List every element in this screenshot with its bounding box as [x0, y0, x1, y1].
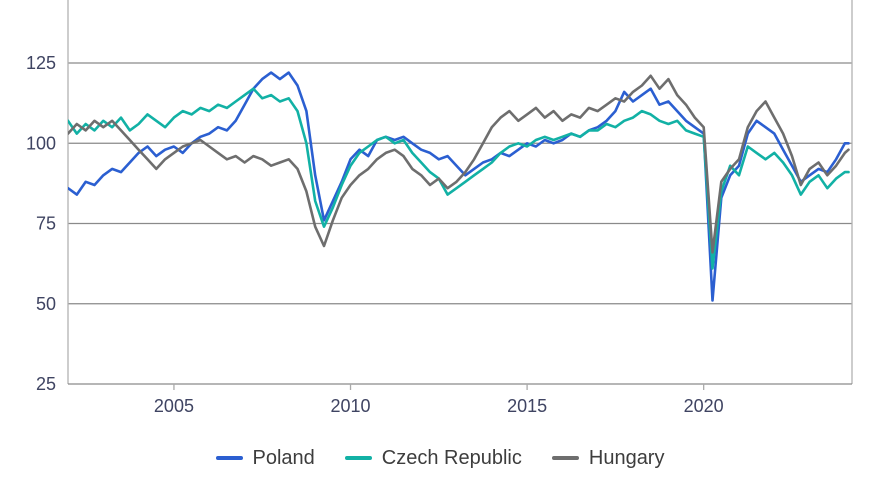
series-line-hungary	[68, 74, 850, 254]
series-lines	[68, 71, 850, 302]
legend-label-poland: Poland	[252, 447, 315, 469]
x-axis-ticks	[173, 384, 705, 390]
y-tick-label: 25	[36, 374, 56, 394]
series-line-czech-republic	[68, 87, 850, 270]
y-tick-label: 125	[26, 53, 56, 73]
legend-item-czech-republic: Czech Republic	[344, 447, 522, 469]
legend-label-czech-republic: Czech Republic	[381, 447, 522, 469]
legend-swatch-czech-republic	[344, 456, 372, 460]
x-tick-label: 2010	[330, 396, 370, 416]
legend-swatch-hungary	[551, 456, 579, 460]
legend-label-hungary: Hungary	[588, 447, 665, 469]
x-tick-label: 2015	[507, 396, 547, 416]
series-line-poland	[68, 71, 850, 302]
x-tick-label: 2005	[154, 396, 194, 416]
legend-item-hungary: Hungary	[551, 447, 665, 469]
y-tick-label: 75	[36, 214, 56, 234]
chart-legend: Poland Czech Republic Hungary	[0, 448, 880, 468]
x-tick-label: 2020	[684, 396, 724, 416]
legend-swatch-poland	[215, 456, 243, 460]
axis-frame	[67, 0, 853, 385]
y-axis-labels: 25 50 75 100 125	[26, 53, 56, 394]
y-tick-label: 100	[26, 133, 56, 153]
x-axis-labels: 2005 2010 2015 2020	[154, 396, 724, 416]
gridlines	[68, 62, 852, 305]
y-tick-label: 50	[36, 294, 56, 314]
chart-canvas: 25 50 75 100 125 2005 2010 2015 2020	[26, 0, 853, 416]
legend-item-poland: Poland	[215, 447, 315, 469]
